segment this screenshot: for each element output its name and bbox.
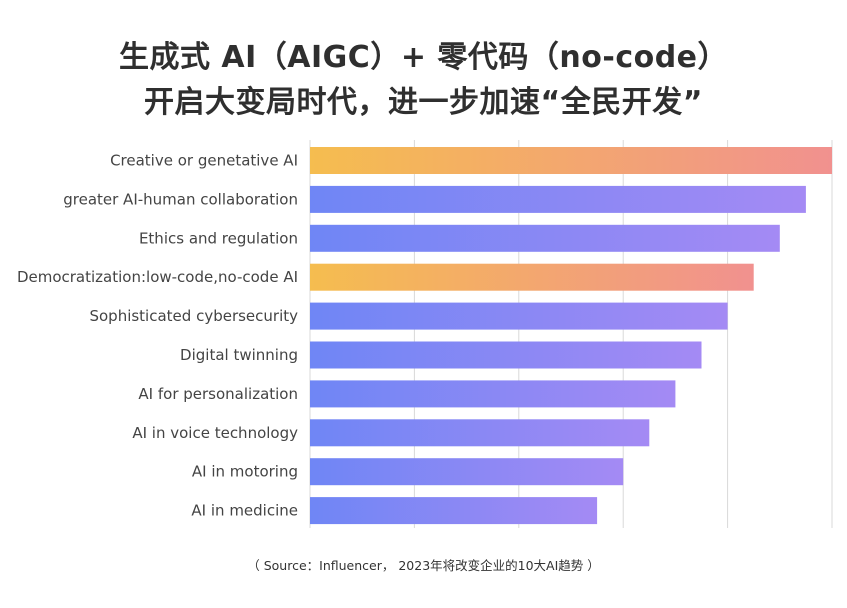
category-label-4: Democratization:low-code,no-code AI — [17, 268, 298, 286]
source-note: （ Source：Influencer， 2023年将改变企业的10大AI趋势 … — [247, 558, 600, 573]
category-label-1: Creative or genetative AI — [110, 152, 298, 170]
bar-3 — [310, 224, 780, 252]
bar-9 — [310, 458, 624, 486]
bar-8 — [310, 419, 650, 447]
bar-1 — [310, 147, 832, 174]
category-label-3: Ethics and regulation — [139, 229, 298, 247]
category-label-8: AI in voice technology — [132, 424, 298, 442]
category-label-5: Sophisticated cybersecurity — [89, 307, 298, 325]
category-label-2: greater AI-human collaboration — [63, 190, 298, 208]
category-label-6: Digital twinning — [180, 346, 298, 364]
bar-6 — [310, 341, 702, 369]
category-labels: Creative or genetative AI greater AI-huma… — [17, 152, 298, 520]
bar-10 — [310, 497, 598, 525]
chart-title-line-2: 开启大变局时代，进一步加速“全民开发” — [144, 85, 703, 120]
chart-title-line-1: 生成式 AI（AIGC）+ 零代码（no-code） — [118, 40, 729, 75]
category-label-7: AI for personalization — [138, 385, 298, 403]
bars — [310, 147, 832, 525]
category-label-9: AI in motoring — [192, 463, 298, 481]
bar-7 — [310, 380, 676, 408]
category-label-10: AI in medicine — [191, 502, 298, 520]
bar-2 — [310, 185, 806, 213]
bar-5 — [310, 302, 728, 330]
bar-4 — [310, 263, 754, 291]
